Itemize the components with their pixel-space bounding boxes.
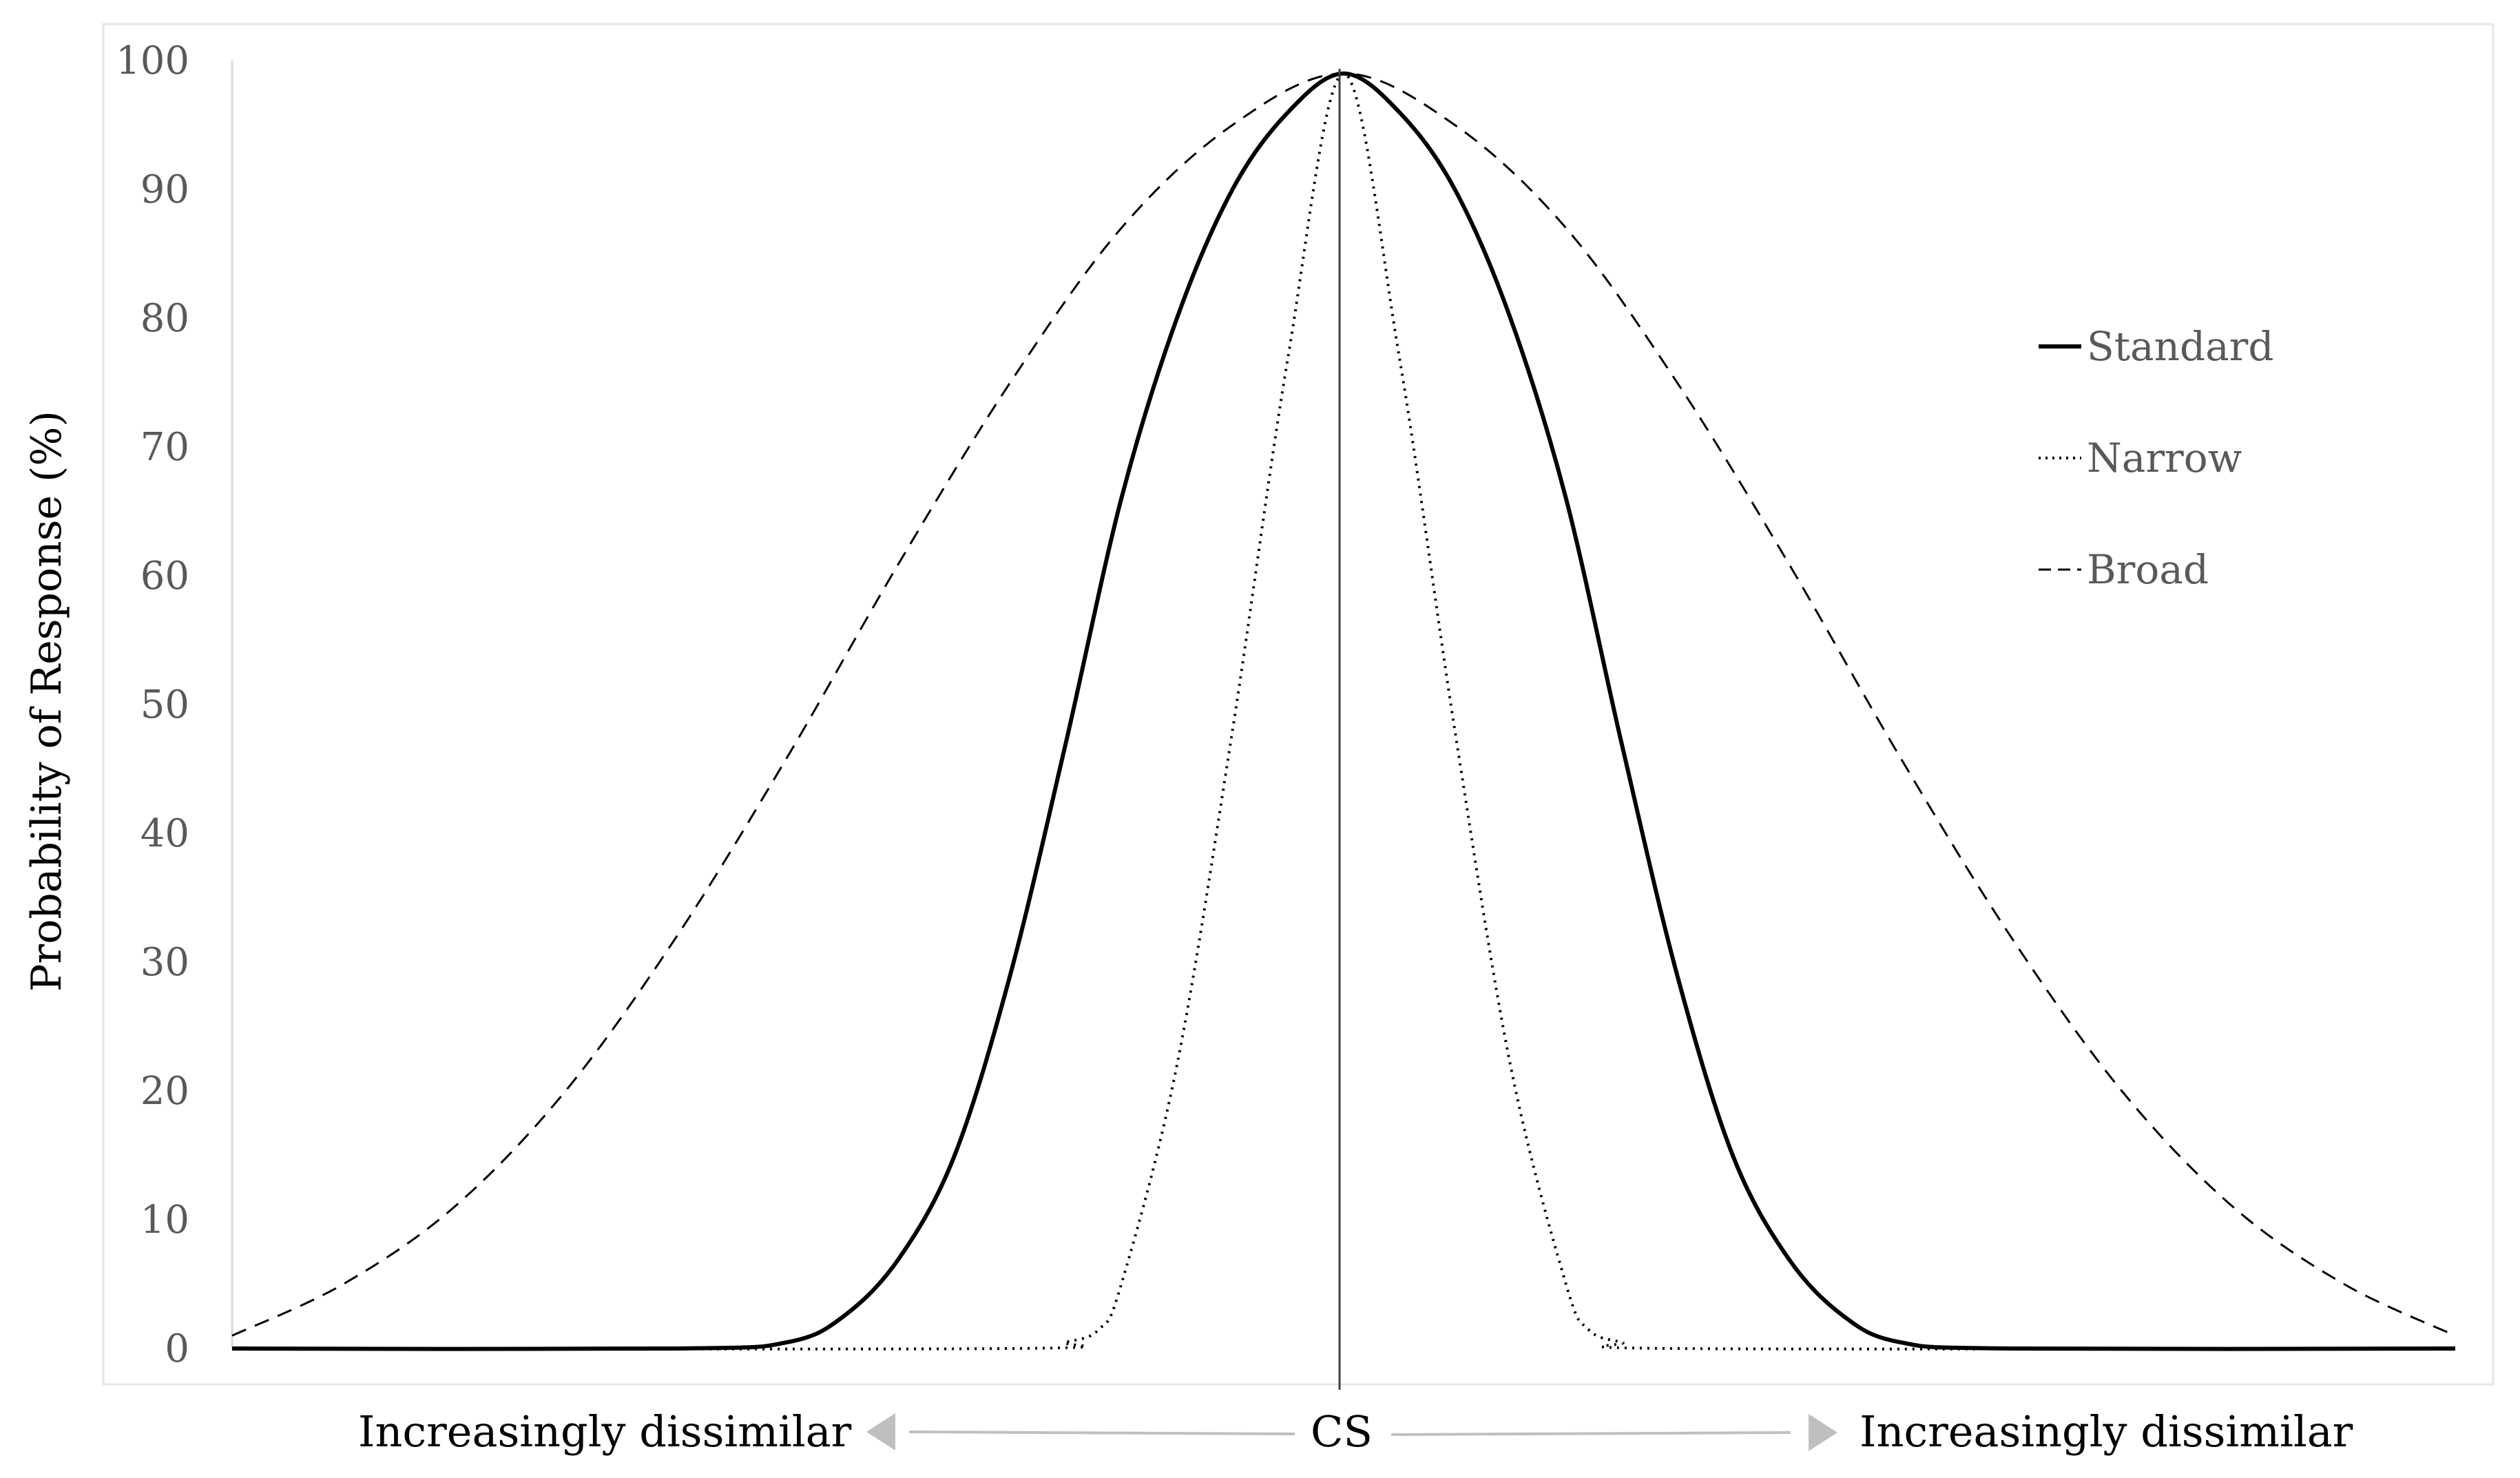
- left-dissimilar-label: Increasingly dissimilar: [358, 1406, 852, 1457]
- y-tick-label-80: 80: [140, 296, 189, 341]
- y-tick-label-50: 50: [140, 683, 189, 727]
- series-line-broad: [231, 72, 2456, 1337]
- chart-area-border: [102, 23, 2495, 1386]
- y-tick-labels: 0 10 20 30 40 50 60 70 80 90 100: [116, 39, 189, 1371]
- right-arrow-shaft: [1391, 1431, 1791, 1436]
- y-tick-label-0: 0: [165, 1326, 189, 1371]
- legend-label-standard: Standard: [2087, 323, 2274, 370]
- left-arrow-head: [866, 1413, 895, 1450]
- y-tick-label-40: 40: [140, 811, 189, 856]
- y-tick-label-10: 10: [140, 1198, 189, 1242]
- left-arrow-shaft: [908, 1430, 1295, 1435]
- right-arrow-head: [1809, 1414, 1837, 1451]
- legend: Standard Narrow Broad: [2039, 323, 2274, 593]
- y-tick-label-20: 20: [140, 1069, 189, 1114]
- legend-label-broad: Broad: [2087, 546, 2209, 593]
- y-axis-title: Probability of Response (%): [23, 410, 71, 992]
- direction-arrows: [866, 1413, 1837, 1451]
- legend-label-narrow: Narrow: [2087, 435, 2242, 481]
- y-tick-label-70: 70: [140, 425, 189, 470]
- right-dissimilar-label: Increasingly dissimilar: [1860, 1406, 2353, 1457]
- y-tick-label-90: 90: [140, 167, 189, 212]
- series-lines: [231, 71, 2456, 1351]
- y-tick-label-100: 100: [116, 39, 189, 83]
- y-tick-label-60: 60: [140, 554, 189, 599]
- cs-label: CS: [1311, 1406, 1373, 1457]
- y-tick-label-30: 30: [140, 940, 189, 985]
